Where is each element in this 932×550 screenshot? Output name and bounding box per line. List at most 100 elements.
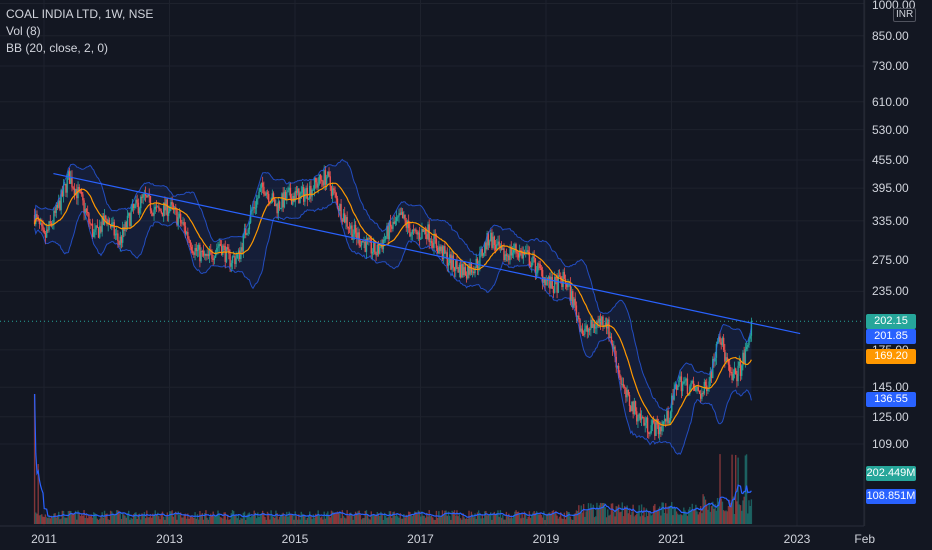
volume-bar (188, 518, 190, 524)
volume-bar (234, 515, 236, 524)
candle-body (498, 241, 500, 249)
volume-bar (108, 519, 111, 524)
candle-body (481, 249, 483, 256)
volume-bar (152, 513, 154, 524)
volume-bar (420, 516, 422, 524)
volume-bar (263, 513, 265, 524)
candle-body (457, 267, 459, 273)
candle-body (595, 327, 597, 329)
volume-bar (453, 510, 456, 524)
volume-bar (228, 519, 230, 524)
volume-bar (564, 519, 567, 524)
candle-body (281, 193, 283, 209)
candle-body (120, 236, 123, 243)
candle-body (643, 417, 645, 426)
volume-bar (533, 511, 535, 524)
candle-body (150, 210, 153, 213)
volume-bar (445, 510, 447, 524)
volume-bar (388, 511, 391, 524)
candle-body (692, 381, 695, 388)
volume-bar (649, 512, 651, 524)
volume-bar (623, 506, 626, 524)
candle-body (109, 224, 112, 228)
legend-bollinger[interactable]: BB (20, close, 2, 0) (6, 41, 109, 55)
volume-bar (306, 517, 309, 524)
candle-body (614, 346, 616, 357)
candle-body (79, 191, 82, 193)
candle-body (312, 189, 315, 191)
volume-bar (709, 511, 712, 524)
chart-grid (0, 0, 866, 526)
volume-bar (553, 513, 556, 524)
candle-body (55, 204, 58, 213)
candle-body (492, 236, 494, 248)
volume-bar (435, 510, 438, 524)
volume-bar (351, 515, 353, 524)
volume-bar (164, 519, 166, 524)
volume-bar (166, 512, 169, 524)
volume-bar (324, 518, 327, 524)
candle-body (598, 318, 601, 323)
legend-volume[interactable]: Vol (8) (6, 24, 41, 38)
candle-body (576, 315, 579, 317)
candle-body (633, 401, 636, 415)
volume-bar (317, 510, 319, 524)
candle-body (283, 191, 286, 208)
volume-bar (159, 519, 161, 524)
candle-body (274, 198, 276, 207)
volume-bar (190, 515, 193, 524)
volume-bar (444, 510, 446, 524)
candle-body (142, 194, 144, 198)
volume-bar (464, 518, 467, 524)
volume-bar (440, 515, 442, 524)
volume-bar (311, 519, 313, 524)
candle-body (318, 174, 321, 184)
volume-bar (319, 517, 322, 524)
volume-bar (165, 515, 167, 524)
candle-body (616, 365, 619, 368)
volume-bar (348, 512, 351, 524)
volume-bar (327, 511, 329, 524)
volume-bar (500, 517, 503, 524)
volume-bar (56, 516, 59, 524)
volume-bar (121, 512, 124, 524)
candle-body (527, 250, 529, 253)
volume-bar (280, 514, 282, 524)
x-tick-label: 2011 (31, 532, 57, 546)
volume-bar (697, 514, 699, 524)
candle-body (469, 263, 471, 275)
volume-bar (54, 513, 56, 524)
volume-bar (679, 514, 681, 524)
legend-symbol[interactable]: COAL INDIA LTD, 1W, NSE (6, 7, 154, 21)
axis-unit-badge[interactable]: INR (893, 8, 917, 22)
candle-body (474, 268, 476, 274)
trendline (53, 172, 801, 335)
volume-bar (591, 507, 593, 524)
volume-bar (602, 503, 604, 524)
bb-upper-line (34, 158, 752, 412)
volume-bar (55, 517, 58, 524)
candle-body (311, 189, 313, 197)
candle-body (380, 245, 382, 248)
volume-bar (661, 502, 663, 524)
volume-bar (333, 512, 335, 524)
candle-body (85, 208, 88, 213)
volume-bar (441, 510, 444, 524)
volume-bar (391, 517, 393, 524)
candle-body (42, 226, 44, 230)
candle-body (153, 209, 155, 216)
volume-bar (274, 517, 276, 524)
volume-bar (707, 509, 709, 524)
candle-body (359, 245, 362, 247)
volume-bar (120, 518, 123, 524)
volume-bar (208, 516, 211, 524)
volume-bar (560, 512, 562, 524)
candle-body (235, 258, 237, 265)
volume-bar (230, 513, 232, 524)
volume-bar (342, 515, 345, 524)
candle-body (743, 352, 745, 364)
volume-bar (288, 511, 290, 524)
volume-bar (487, 515, 490, 524)
volume-bar (260, 513, 263, 524)
